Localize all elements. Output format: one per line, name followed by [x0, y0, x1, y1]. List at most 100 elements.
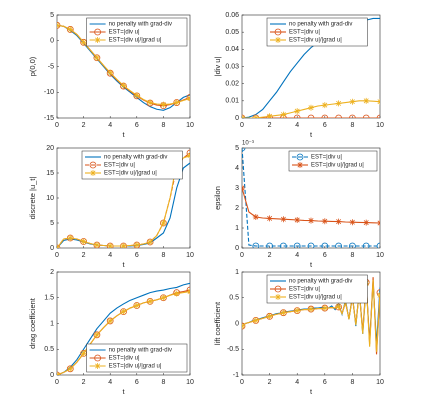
marker — [266, 113, 273, 118]
x-tick-label: 6 — [323, 122, 327, 129]
marker — [252, 214, 259, 220]
marker — [335, 242, 342, 248]
marker — [335, 114, 342, 118]
x-tick-label: 8 — [161, 379, 165, 386]
legend-label: EST=|div u| — [311, 155, 342, 161]
marker — [362, 242, 370, 248]
marker — [94, 363, 101, 369]
y-tick-label: -1 — [233, 372, 239, 379]
marker — [362, 114, 370, 118]
y-axis-label: epsilon — [213, 186, 222, 210]
marker — [252, 317, 259, 324]
x-tick-label: 0 — [240, 379, 244, 386]
marker — [335, 218, 342, 225]
x-tick-label: 2 — [82, 252, 86, 259]
marker — [93, 54, 100, 61]
y-tick-label: 10 — [46, 195, 54, 202]
legend-label: EST=|div u|/|grad u| — [289, 295, 342, 301]
y-axis-label: lift coefficient — [213, 301, 222, 345]
x-tick-label: 8 — [161, 122, 165, 129]
marker — [242, 115, 245, 118]
x-tick-label: 8 — [161, 252, 165, 259]
marker — [280, 242, 287, 248]
marker — [280, 309, 287, 316]
x-tick-label: 0 — [55, 122, 59, 129]
y-tick-label: 0.06 — [225, 12, 239, 19]
marker — [321, 305, 328, 312]
marker — [67, 235, 74, 241]
marker — [120, 243, 127, 248]
marker — [93, 331, 100, 338]
marker — [377, 98, 380, 105]
y-tick-label: 3 — [235, 185, 239, 192]
y-tick-label: 1 — [235, 225, 239, 232]
marker — [321, 218, 328, 225]
y-tick-label: 0.05 — [225, 29, 239, 36]
marker — [307, 242, 315, 248]
marker — [294, 108, 301, 115]
marker — [67, 365, 74, 372]
legend-label: EST=|div u| — [104, 163, 135, 169]
marker — [80, 350, 87, 357]
marker — [242, 185, 245, 191]
marker — [363, 219, 370, 226]
y-axis-label: p(0,0) — [28, 56, 37, 76]
marker — [297, 162, 303, 168]
marker — [349, 242, 356, 248]
x-tick-label: 8 — [350, 252, 354, 259]
marker — [266, 242, 273, 248]
x-tick-label: 2 — [268, 122, 272, 129]
marker — [186, 286, 190, 294]
marker — [80, 238, 87, 245]
y-tick-label: 0 — [235, 320, 239, 327]
x-tick-label: 0 — [240, 122, 244, 129]
legend-label: EST=|div u|/|grad u| — [104, 171, 157, 177]
y-tick-label: 2 — [235, 205, 239, 212]
marker — [242, 323, 245, 330]
marker — [376, 289, 380, 296]
y-tick-label: -10 — [44, 89, 54, 96]
legend-label: no penalty with grad-div — [289, 22, 352, 28]
legend-box — [81, 150, 183, 180]
x-tick-label: 2 — [82, 122, 86, 129]
series-line — [242, 148, 380, 247]
x-axis-label: t — [310, 260, 313, 269]
marker — [57, 22, 60, 29]
legend-label: EST=|div u| — [289, 30, 320, 36]
marker — [147, 298, 154, 305]
y-tick-label: 0.03 — [225, 63, 239, 70]
y-tick-label: 20 — [46, 145, 54, 152]
x-axis-label: t — [122, 387, 125, 396]
series-line — [57, 282, 190, 375]
y-tick-label: -15 — [44, 115, 54, 122]
legend-label: no penalty with grad-div — [109, 22, 172, 28]
x-tick-label: 4 — [108, 379, 112, 386]
x-tick-label: 0 — [240, 252, 244, 259]
marker — [186, 149, 190, 157]
y-tick-label: 2 — [50, 269, 54, 276]
legend-label: no penalty with grad-div — [104, 155, 167, 161]
marker — [376, 242, 380, 248]
marker — [321, 242, 329, 248]
x-tick-label: 0 — [55, 379, 59, 386]
y-axis-label: drag coefficient — [28, 297, 37, 349]
marker — [308, 104, 314, 111]
y-tick-label: 0 — [50, 38, 54, 45]
marker — [280, 216, 287, 223]
y-axis-label: |div u| — [213, 57, 222, 77]
x-tick-label: 6 — [323, 252, 327, 259]
marker — [93, 242, 100, 248]
legend-label: EST=|div u|/|grad u| — [109, 364, 162, 370]
marker — [377, 292, 380, 299]
marker — [308, 306, 314, 313]
marker — [349, 98, 356, 105]
marker — [120, 308, 127, 315]
plot-area — [57, 149, 190, 248]
plot-area — [57, 282, 190, 375]
x-tick-label: 10 — [186, 379, 194, 386]
x-tick-label: 10 — [376, 252, 384, 259]
marker — [266, 313, 273, 320]
x-tick-label: 6 — [135, 379, 139, 386]
x-axis-label: t — [310, 387, 313, 396]
